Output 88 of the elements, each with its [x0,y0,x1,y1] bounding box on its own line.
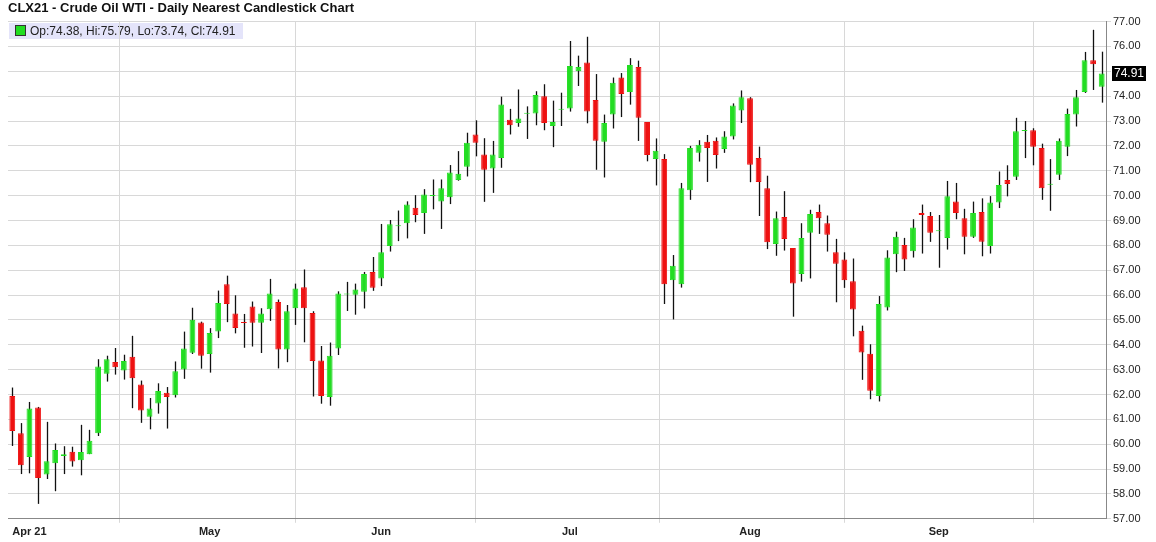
candlestick [206,327,213,374]
candlestick [721,130,728,154]
candlestick [652,137,659,187]
candlestick [1030,127,1036,166]
candlestick [138,379,144,424]
candlestick [901,237,908,272]
candlestick [824,214,831,253]
y-tick-label: 71.00 [1113,163,1141,176]
candlestick [669,254,676,321]
chart-title: CLX21 - Crude Oil WTI - Daily Nearest Candlestick Chart [8,0,355,16]
candlestick [1004,164,1011,198]
candlestick [266,278,273,322]
candlestick [481,137,487,203]
candlestick [301,268,307,343]
candlestick [1073,89,1079,128]
candlestick [352,282,359,316]
candlestick [223,275,230,323]
candlestick [995,170,1002,209]
candlestick [618,72,625,118]
candlestick [155,382,162,415]
candlestick [781,190,788,252]
info-header: Op:74.38, Hi:75.79, Lo:73.74, Cl:74.91 [9,22,244,39]
annotation: Op:74.38, Hi:75.79, Lo:73.74, Cl:74.91 [30,23,236,38]
candlestick [69,446,76,468]
candlestick [506,108,513,136]
candlestick [43,421,50,480]
candlestick [292,282,299,326]
candlestick [970,200,976,239]
candlestick [421,188,427,235]
candlestick [403,200,410,240]
y-tick-label: 68.00 [1113,238,1141,251]
candlestick [180,330,187,380]
candlestick [489,140,496,194]
candlestick [549,100,556,148]
y-tick-label: 62.00 [1113,387,1141,400]
candlestick [103,355,110,383]
candlestick [438,178,445,230]
y-tick-label: 63.00 [1113,362,1141,375]
candlestick [892,231,899,273]
y-tick-label: 60.00 [1113,437,1141,450]
x-tick-label: Jul [561,525,578,538]
candlestick [755,146,762,217]
candlestick [120,354,127,381]
candlestick [446,164,453,205]
y-tick-label: 67.00 [1113,263,1141,276]
y-tick-label: 59.00 [1113,462,1141,475]
candlestick [455,150,462,182]
y-tick-label: 76.00 [1113,39,1141,52]
candlestick [601,113,608,179]
y-tick-label: 69.00 [1113,213,1141,226]
candlestick [1098,51,1105,104]
x-tick-label: Jun [371,525,392,538]
y-tick-label: 74.00 [1113,89,1141,102]
y-tick-label: 77.00 [1113,14,1141,27]
x-tick-label: May [198,525,222,538]
y-tick-label: 57.00 [1113,511,1141,524]
candlestick [464,132,470,178]
candlestick [232,294,239,334]
y-tick-label: 61.00 [1113,412,1141,425]
candlestick [704,134,711,183]
y-tick-label: 65.00 [1113,312,1141,325]
candlestick [78,424,84,476]
y-tick-label: 64.00 [1113,337,1141,350]
candlestick [910,218,916,259]
y-tick-label: 72.00 [1113,138,1141,151]
candlestick [112,347,119,376]
candlestick [361,271,367,310]
candlestick [172,360,179,399]
candlestick [927,211,934,243]
candlestick [386,219,393,253]
candlestick [258,307,264,354]
y-tick-label: 70.00 [1113,188,1141,201]
y-tick-label: 73.00 [1113,114,1141,127]
candlestick [807,209,813,280]
candlestick [712,136,719,170]
candlestick [832,238,839,303]
candlestick [129,335,136,409]
x-tick-label: Aug [739,525,761,538]
text: 74.91 [1112,66,1147,82]
y-tick-label: 58.00 [1113,486,1141,499]
x-tick-label: Sep [928,525,950,538]
candlestick [52,442,59,492]
x-tick-label: Apr 21 [12,525,47,538]
candlestick [772,210,779,257]
y-tick-label: 66.00 [1113,288,1141,301]
candlestick [841,251,848,289]
candlestick [952,182,959,220]
candlestick [815,203,822,235]
